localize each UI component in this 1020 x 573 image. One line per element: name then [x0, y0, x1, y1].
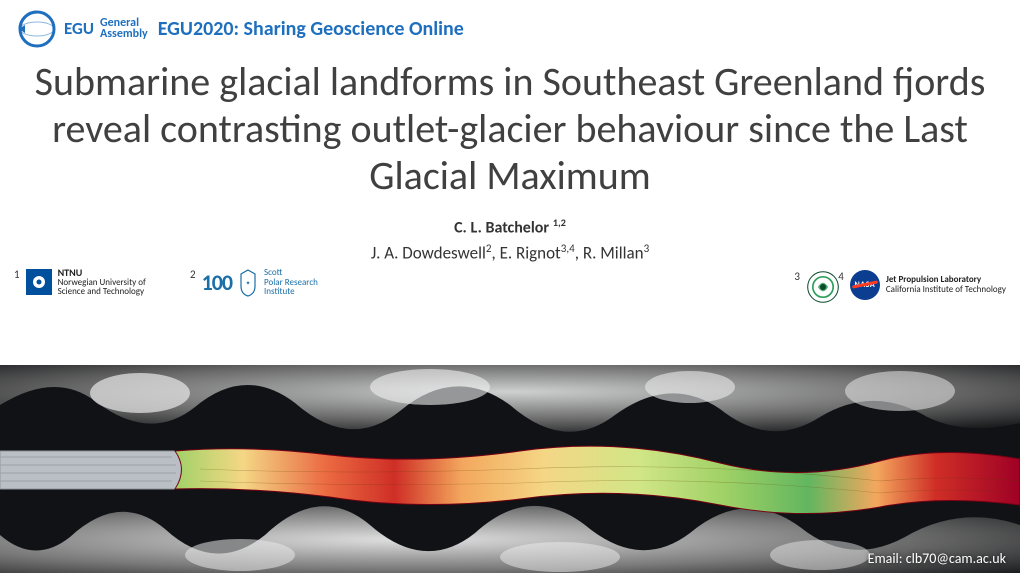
affiliation-2: 2 100 ✦ Scott Polar Research Institute — [190, 268, 318, 298]
spri-text: Scott Polar Research Institute — [264, 268, 318, 296]
affil-1-num: 1 — [14, 268, 20, 281]
egu-logo: EGU General Assembly — [16, 8, 148, 50]
affil-2-num: 2 — [190, 268, 196, 281]
jpl-text: Jet Propulsion Laboratory California Ins… — [886, 275, 1006, 294]
ntnu-logo-icon — [26, 269, 52, 295]
author-3-name: E. Rignot — [500, 243, 561, 264]
ess-logo-icon — [806, 270, 840, 304]
author-3-sup: 3,4 — [561, 241, 575, 255]
author-4-name: R. Millan — [583, 243, 644, 264]
affiliation-4: 4 NASA Jet Propulsion Laboratory Califor… — [838, 270, 1006, 300]
lead-author-name: C. L. Batchelor — [454, 218, 549, 237]
egu-logo-icon — [16, 8, 58, 50]
author-2-sup: 2 — [486, 241, 492, 255]
spri-100: 100 — [202, 269, 232, 296]
co-authors: J. A. Dowdeswell2, E. Rignot3,4, R. Mill… — [0, 241, 1020, 264]
slide-title: Submarine glacial landforms in Southeast… — [0, 50, 1020, 200]
ntnu-line2: Science and Technology — [58, 287, 146, 296]
egu-logo-bottom: Assembly — [100, 29, 148, 40]
affil-4-num: 4 — [838, 270, 844, 283]
spri-logo: 100 ✦ Scott Polar Research Institute — [202, 268, 318, 298]
author-4-sup: 3 — [644, 241, 650, 255]
egu-prefix: EGU — [64, 21, 94, 36]
header-title: EGU2020: Sharing Geoscience Online — [158, 17, 464, 41]
ntnu-text: NTNU Norwegian University of Science and… — [58, 268, 146, 297]
lead-author: C. L. Batchelor 1,2 — [0, 216, 1020, 237]
email-value: clb70@cam.ac.uk — [906, 550, 1006, 567]
email-label: Email: — [868, 550, 903, 567]
glacier-tongue — [0, 451, 182, 489]
affiliations-row: 1 NTNU Norwegian University of Science a… — [0, 268, 1020, 314]
jpl-line2: California Institute of Technology — [886, 285, 1006, 294]
nasa-logo-icon: NASA — [850, 270, 880, 300]
header: EGU General Assembly EGU2020: Sharing Ge… — [0, 0, 1020, 50]
contact-email: Email: clb70@cam.ac.uk — [868, 550, 1006, 567]
affil-3-num: 3 — [794, 270, 800, 283]
authors: C. L. Batchelor 1,2 J. A. Dowdeswell2, E… — [0, 216, 1020, 264]
spri-crest-icon: ✦ — [238, 268, 258, 298]
affiliation-1: 1 NTNU Norwegian University of Science a… — [14, 268, 146, 297]
lead-author-sup: 1,2 — [553, 216, 566, 229]
nasa-text: NASA — [850, 270, 880, 300]
fjord-figure: Email: clb70@cam.ac.uk — [0, 365, 1020, 573]
spri-line3: Institute — [264, 287, 318, 296]
svg-text:✦: ✦ — [246, 279, 251, 287]
affiliation-3: 3 — [794, 270, 840, 304]
author-2-name: J. A. Dowdeswell — [371, 243, 486, 264]
